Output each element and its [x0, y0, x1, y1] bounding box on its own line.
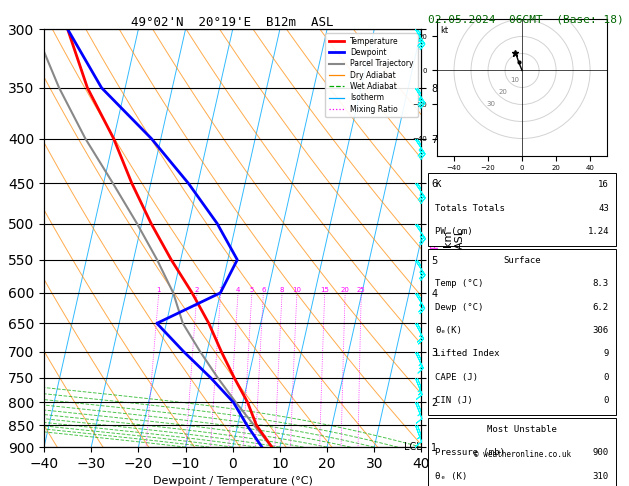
- Text: 5: 5: [250, 287, 254, 293]
- Text: 0: 0: [603, 396, 609, 405]
- X-axis label: Dewpoint / Temperature (°C): Dewpoint / Temperature (°C): [153, 476, 313, 486]
- Text: © weatheronline.co.uk: © weatheronline.co.uk: [474, 450, 571, 459]
- Text: Lifted Index: Lifted Index: [435, 349, 500, 358]
- Y-axis label: km
ASL: km ASL: [443, 227, 465, 249]
- Text: 4: 4: [236, 287, 240, 293]
- Text: 2: 2: [195, 287, 199, 293]
- Text: 9: 9: [603, 349, 609, 358]
- Text: CAPE (J): CAPE (J): [435, 373, 478, 382]
- Text: PW (cm): PW (cm): [435, 227, 473, 236]
- Text: 15: 15: [320, 287, 329, 293]
- Text: kt: kt: [440, 26, 448, 35]
- Text: 8.3: 8.3: [593, 279, 609, 288]
- Text: Surface: Surface: [503, 256, 541, 265]
- Text: 1.24: 1.24: [587, 227, 609, 236]
- Text: 900: 900: [593, 449, 609, 457]
- Text: 8: 8: [280, 287, 284, 293]
- Title: 49°02'N  20°19'E  B12m  ASL: 49°02'N 20°19'E B12m ASL: [131, 16, 334, 29]
- Text: Pressure (mb): Pressure (mb): [435, 449, 505, 457]
- Text: θₑ (K): θₑ (K): [435, 472, 467, 481]
- Text: 20: 20: [498, 89, 507, 95]
- Text: 20: 20: [341, 287, 350, 293]
- Text: 306: 306: [593, 326, 609, 335]
- Text: Dewp (°C): Dewp (°C): [435, 303, 484, 312]
- Text: K: K: [435, 180, 441, 189]
- Legend: Temperature, Dewpoint, Parcel Trajectory, Dry Adiabat, Wet Adiabat, Isotherm, Mi: Temperature, Dewpoint, Parcel Trajectory…: [325, 33, 418, 117]
- Text: 10: 10: [292, 287, 301, 293]
- Text: 30: 30: [486, 101, 496, 107]
- Text: Totals Totals: Totals Totals: [435, 204, 505, 212]
- Text: Mixing Ratio (g/kg): Mixing Ratio (g/kg): [431, 192, 441, 284]
- Text: 25: 25: [357, 287, 365, 293]
- Y-axis label: hPa: hPa: [0, 228, 3, 248]
- Text: 1: 1: [157, 287, 161, 293]
- Text: Temp (°C): Temp (°C): [435, 279, 484, 288]
- Text: 10: 10: [510, 77, 519, 84]
- FancyBboxPatch shape: [428, 418, 616, 486]
- Text: CIN (J): CIN (J): [435, 396, 473, 405]
- FancyBboxPatch shape: [428, 173, 616, 246]
- Text: 310: 310: [593, 472, 609, 481]
- Text: LCL: LCL: [404, 442, 421, 452]
- Text: Most Unstable: Most Unstable: [487, 425, 557, 434]
- Text: 02.05.2024  06GMT  (Base: 18): 02.05.2024 06GMT (Base: 18): [428, 15, 623, 25]
- Text: 3: 3: [218, 287, 223, 293]
- Text: θₑ(K): θₑ(K): [435, 326, 462, 335]
- Text: 0: 0: [603, 373, 609, 382]
- Text: 6.2: 6.2: [593, 303, 609, 312]
- Text: 16: 16: [598, 180, 609, 189]
- Text: 43: 43: [598, 204, 609, 212]
- FancyBboxPatch shape: [428, 249, 616, 415]
- Text: 6: 6: [261, 287, 265, 293]
